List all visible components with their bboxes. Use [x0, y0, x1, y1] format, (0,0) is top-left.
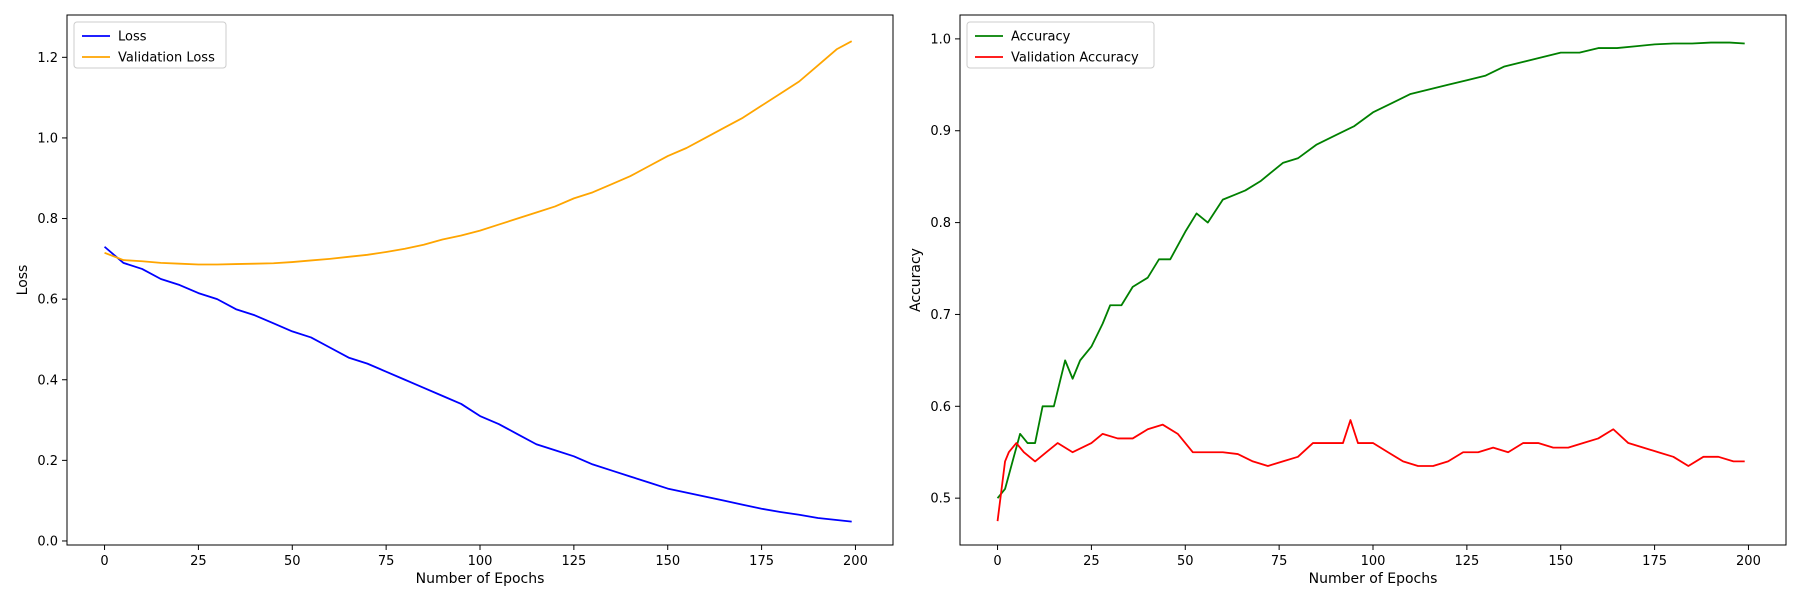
x-tick-label: 200 — [843, 554, 868, 569]
x-tick-label: 150 — [1548, 554, 1573, 569]
y-tick-label: 0.4 — [37, 373, 58, 388]
series-line-loss — [103, 246, 852, 523]
legend-entry: Loss — [118, 30, 147, 45]
loss-chart: 0 25 50 75 100 125 150 175 200 0.0 0.2 0.4 0.6 0.8 1.0… — [15, 14, 894, 587]
x-tick-label: 125 — [561, 554, 586, 569]
y-tick-label: 0.7 — [930, 308, 951, 323]
axes-frame — [66, 14, 894, 546]
x-tick-label: 175 — [749, 554, 774, 569]
y-tick-label: 1.0 — [930, 32, 951, 47]
x-tick-label: 50 — [284, 554, 301, 569]
x-tick-label: 0 — [100, 554, 108, 569]
x-tick-label: 100 — [468, 554, 493, 569]
y-tick-label: 0.9 — [930, 124, 951, 139]
y-axis-label: Loss — [15, 265, 31, 296]
legend: Accuracy Validation Accuracy — [966, 21, 1155, 69]
x-tick-label: 25 — [190, 554, 207, 569]
series-line-validation-accuracy — [996, 419, 1745, 522]
x-tick-label: 50 — [1177, 554, 1194, 569]
y-tick-label: 0.8 — [37, 212, 58, 227]
x-tick-label: 175 — [1642, 554, 1667, 569]
series-line-accuracy — [996, 41, 1745, 499]
x-tick-label: 25 — [1083, 554, 1100, 569]
x-tick-label: 0 — [993, 554, 1001, 569]
legend-box — [966, 21, 1155, 69]
x-axis-label: Number of Epochs — [416, 571, 545, 587]
legend-box — [73, 21, 227, 69]
y-tick-label: 0.5 — [930, 492, 951, 507]
accuracy-chart: 0 25 50 75 100 125 150 175 200 0.5 0.6 0.7 0.8 0.9 1.0… — [908, 14, 1787, 587]
legend-entry: Validation Accuracy — [1011, 51, 1139, 66]
y-tick-label: 0.6 — [930, 400, 951, 415]
x-tick-label: 150 — [655, 554, 680, 569]
y-tick-label: 0.0 — [37, 534, 58, 549]
y-axis-label: Accuracy — [908, 248, 924, 312]
x-tick-label: 75 — [378, 554, 395, 569]
series-line-validation-loss — [104, 40, 853, 266]
x-tick-label: 200 — [1736, 554, 1761, 569]
axes-frame — [959, 14, 1787, 546]
y-tick-label: 0.6 — [37, 293, 58, 308]
legend: Loss Validation Loss — [73, 21, 227, 69]
x-axis-label: Number of Epochs — [1309, 571, 1438, 587]
y-tick-label: 0.2 — [37, 454, 58, 469]
x-tick-label: 125 — [1454, 554, 1479, 569]
x-tick-label: 75 — [1271, 554, 1288, 569]
y-tick-label: 1.0 — [37, 131, 58, 146]
legend-entry: Accuracy — [1011, 30, 1071, 45]
legend-entry: Validation Loss — [118, 51, 215, 66]
y-tick-label: 1.2 — [37, 51, 58, 66]
y-tick-label: 0.8 — [930, 216, 951, 231]
x-tick-label: 100 — [1361, 554, 1386, 569]
